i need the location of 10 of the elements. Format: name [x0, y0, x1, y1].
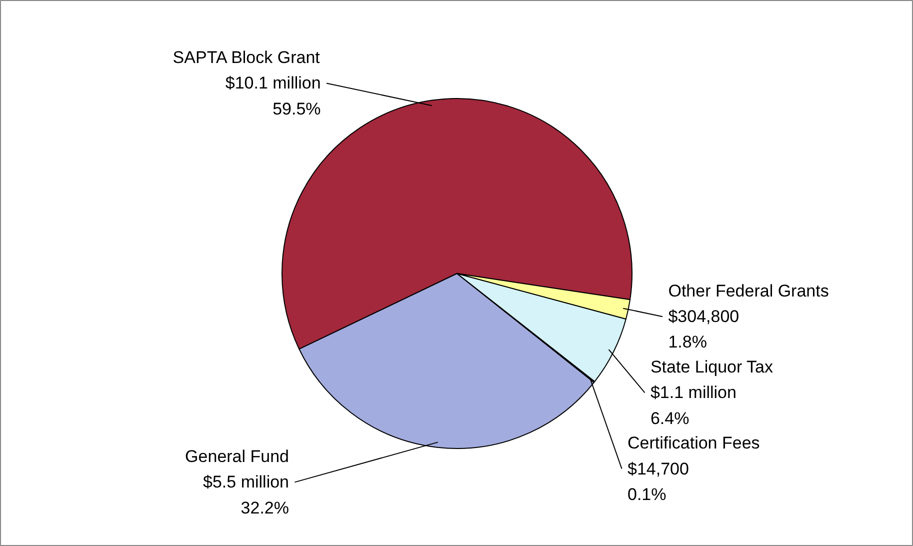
- slice-label: Certification Fees: [628, 434, 760, 453]
- data-label: $5.5 million 32.2%: [203, 472, 290, 518]
- slice-label: State Liquor Tax: [650, 358, 774, 377]
- data-label: $304,800 1.8%: [668, 307, 740, 352]
- slice-label: Other Federal Grants: [668, 281, 829, 300]
- slice-label: General Fund: [185, 447, 290, 466]
- data-label: $10.1 million 59.5%: [225, 74, 321, 118]
- data-label: $14,700 0.1%: [628, 459, 689, 504]
- data-label: $1.1 million 6.4%: [650, 383, 736, 428]
- slice-label: SAPTA Block Grant: [172, 48, 320, 68]
